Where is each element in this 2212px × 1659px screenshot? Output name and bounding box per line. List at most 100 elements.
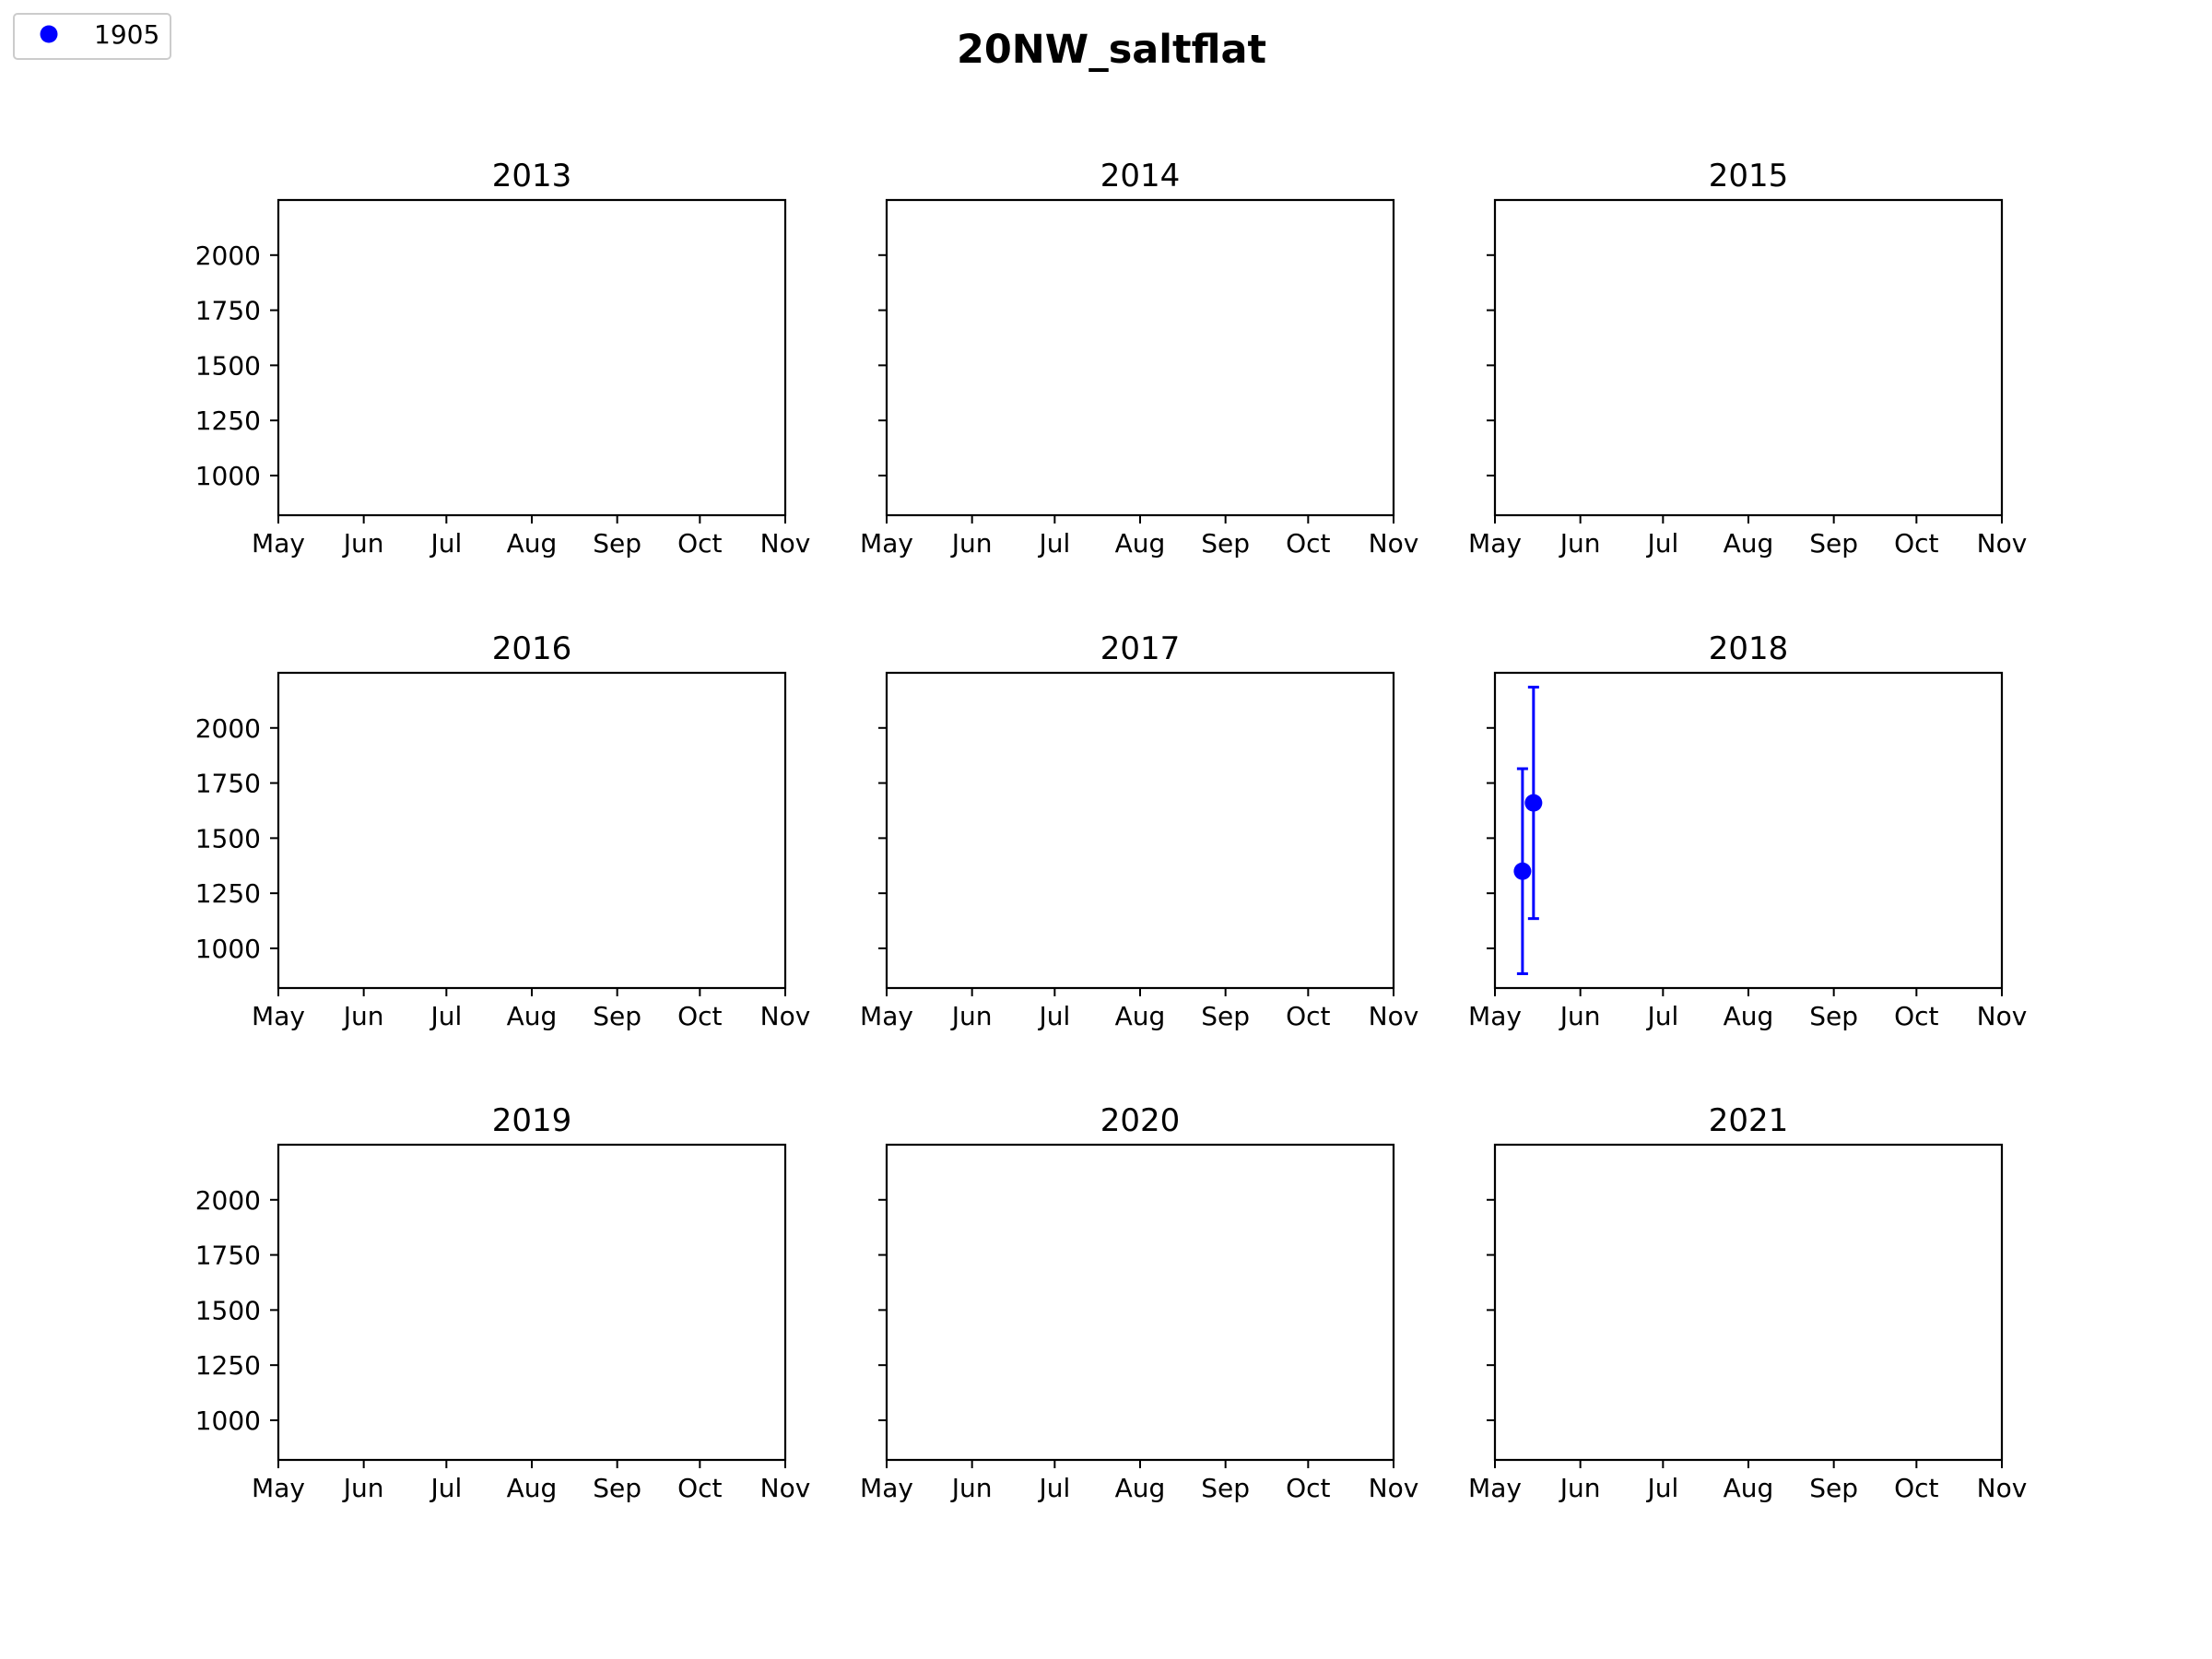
panel-2016-xtick-label-oct: Oct (677, 1001, 722, 1031)
panel-2018-xtick-label-aug: Aug (1724, 1001, 1774, 1031)
panel-2021-frame (1493, 1143, 2004, 1462)
panel-2016-xtick-label-nov: Nov (760, 1001, 811, 1031)
panel-2019-ytick-label-2000: 2000 (195, 1185, 261, 1216)
panel-2017-xtick-label-oct: Oct (1286, 1001, 1330, 1031)
panel-2021-xtick-label-sep: Sep (1809, 1473, 1858, 1503)
panel-2018-point-1 (1513, 767, 1532, 975)
panel-2021-xtick-label-aug: Aug (1724, 1473, 1774, 1503)
panel-2017-title: 2017 (1100, 630, 1181, 667)
panel-2014-xtick-label-nov: Nov (1369, 528, 1419, 559)
panel-2020-xtick-label-nov: Nov (1369, 1473, 1419, 1503)
panel-2014: 2014 May Jun Jul Aug Sep Oct Nov (860, 158, 1418, 559)
panels-grid: 2013 May Jun Jul Aug Sep Oct Nov 1000 1250 1500 175… (195, 158, 2028, 1503)
panel-2021-xtick-label-oct: Oct (1894, 1473, 1938, 1503)
panel-2021: 2021 May Jun Jul Aug Sep Oct Nov (1468, 1102, 2027, 1503)
panel-2019-ytick-label-1750: 1750 (195, 1241, 261, 1271)
panel-2017: 2017 May Jun Jul Aug Sep Oct Nov (860, 630, 1418, 1031)
panel-2018-xtick-label-nov: Nov (1977, 1001, 2028, 1031)
panel-2014-xtick-label-sep: Sep (1201, 528, 1250, 559)
panel-2016-ytick-label-2000: 2000 (195, 713, 261, 744)
panel-2014-xtick-label-oct: Oct (1286, 528, 1330, 559)
panel-2014-title: 2014 (1100, 158, 1181, 194)
legend-label: 1905 (94, 19, 159, 50)
panel-2016-ytick-label-1000: 1000 (195, 934, 261, 964)
panel-2019-frame (276, 1143, 787, 1462)
panel-2014-xtick-label-jun: Jun (950, 528, 993, 559)
panel-2013-ytick-label-1750: 1750 (195, 296, 261, 326)
panel-2021-title: 2021 (1709, 1102, 1789, 1139)
panel-2013-xtick-label-jun: Jun (342, 528, 384, 559)
panel-2016-ytick-label-1250: 1250 (195, 878, 261, 909)
panel-2020-xtick-label-may: May (860, 1473, 913, 1503)
panel-2019-ytick-label-1250: 1250 (195, 1350, 261, 1381)
panel-2017-xtick-label-nov: Nov (1369, 1001, 1419, 1031)
legend-frame (13, 13, 171, 60)
panel-2017-xtick-label-jun: Jun (950, 1001, 993, 1031)
panel-2020-xtick-label-jul: Jul (1037, 1473, 1070, 1503)
panel-2015: 2015 May Jun Jul Aug Sep Oct Nov (1468, 158, 2027, 559)
panel-2020-xtick-label-oct: Oct (1286, 1473, 1330, 1503)
panel-2013-xtick-label-nov: Nov (760, 528, 811, 559)
panel-2020-xtick-label-jun: Jun (950, 1473, 993, 1503)
panel-2020-xtick-label-aug: Aug (1115, 1473, 1166, 1503)
panel-2016-ytick-label-1750: 1750 (195, 769, 261, 799)
panel-2019-xtick-label-sep: Sep (593, 1473, 641, 1503)
panel-2015-xtick-label-nov: Nov (1977, 528, 2028, 559)
panel-2017-xtick-label-aug: Aug (1115, 1001, 1166, 1031)
panel-2017-frame (885, 671, 1395, 990)
panel-2015-xtick-label-oct: Oct (1894, 528, 1938, 559)
panel-2018-xtick-label-sep: Sep (1809, 1001, 1858, 1031)
panel-2016-ytick-label-1500: 1500 (195, 823, 261, 853)
panel-2013-ytick-label-1250: 1250 (195, 406, 261, 436)
panel-2015-xtick-label-sep: Sep (1809, 528, 1858, 559)
panel-2013-xtick-label-jul: Jul (429, 528, 462, 559)
panel-2013-ytick-label-1000: 1000 (195, 461, 261, 491)
panel-2014-xtick-label-may: May (860, 528, 913, 559)
panel-2016-xtick-label-jul: Jul (429, 1001, 462, 1031)
panel-2014-xtick-label-jul: Jul (1037, 528, 1070, 559)
panel-2015-xtick-label-jul: Jul (1645, 528, 1678, 559)
panel-2018-point-2 (1524, 686, 1543, 921)
panel-2019-title: 2019 (492, 1102, 572, 1139)
panel-2019: 2019 May Jun Jul Aug Sep Oct Nov 1000 1250 1500 175… (195, 1102, 811, 1503)
panel-2016: 2016 May Jun Jul Aug Sep Oct Nov 1000 1250 1500 175… (195, 630, 811, 1031)
panel-2021-xtick-label-nov: Nov (1977, 1473, 2028, 1503)
legend: 1905 (13, 13, 171, 60)
panel-2016-xtick-label-sep: Sep (593, 1001, 641, 1031)
panel-2017-xtick-label-jul: Jul (1037, 1001, 1070, 1031)
panel-2013-xtick-label-may: May (252, 528, 305, 559)
panel-2020-frame (885, 1143, 1395, 1462)
panel-2018-marker-2 (1524, 794, 1543, 812)
panel-2017-xtick-label-may: May (860, 1001, 913, 1031)
panel-2019-xtick-label-jun: Jun (342, 1473, 384, 1503)
panel-2013-frame (276, 198, 787, 517)
panel-2019-ytick-label-1000: 1000 (195, 1406, 261, 1436)
panel-2018-title: 2018 (1709, 630, 1789, 667)
panel-2015-xtick-label-aug: Aug (1724, 528, 1774, 559)
panel-2015-xtick-label-jun: Jun (1559, 528, 1601, 559)
panel-2015-xtick-label-may: May (1468, 528, 1522, 559)
panel-2016-xtick-label-may: May (252, 1001, 305, 1031)
panel-2013-xtick-label-oct: Oct (677, 528, 722, 559)
panel-2019-xtick-label-oct: Oct (677, 1473, 722, 1503)
panel-2021-xtick-label-jun: Jun (1559, 1473, 1601, 1503)
panel-2020-xtick-label-sep: Sep (1201, 1473, 1250, 1503)
panel-2020-title: 2020 (1100, 1102, 1181, 1139)
panel-2018-marker-1 (1513, 862, 1532, 880)
panel-2019-xtick-label-nov: Nov (760, 1473, 811, 1503)
panel-2018-xtick-label-oct: Oct (1894, 1001, 1938, 1031)
panel-2017-xtick-label-sep: Sep (1201, 1001, 1250, 1031)
panel-2019-xtick-label-aug: Aug (507, 1473, 558, 1503)
panel-2013: 2013 May Jun Jul Aug Sep Oct Nov 1000 1250 1500 175… (195, 158, 811, 559)
figure-title: 20NW_saltflat (957, 27, 1266, 73)
panel-2021-xtick-label-may: May (1468, 1473, 1522, 1503)
panel-2018-xtick-label-jun: Jun (1559, 1001, 1601, 1031)
panel-2013-ytick-label-2000: 2000 (195, 241, 261, 271)
panel-2019-xtick-label-may: May (252, 1473, 305, 1503)
panel-2018-xtick-label-may: May (1468, 1001, 1522, 1031)
panel-2018: 2018 May Jun Jul Aug Sep Oct Nov (1468, 630, 2027, 1031)
panel-2018-xtick-label-jul: Jul (1645, 1001, 1678, 1031)
panel-2019-xtick-label-jul: Jul (429, 1473, 462, 1503)
panel-2018-frame (1493, 671, 2004, 990)
